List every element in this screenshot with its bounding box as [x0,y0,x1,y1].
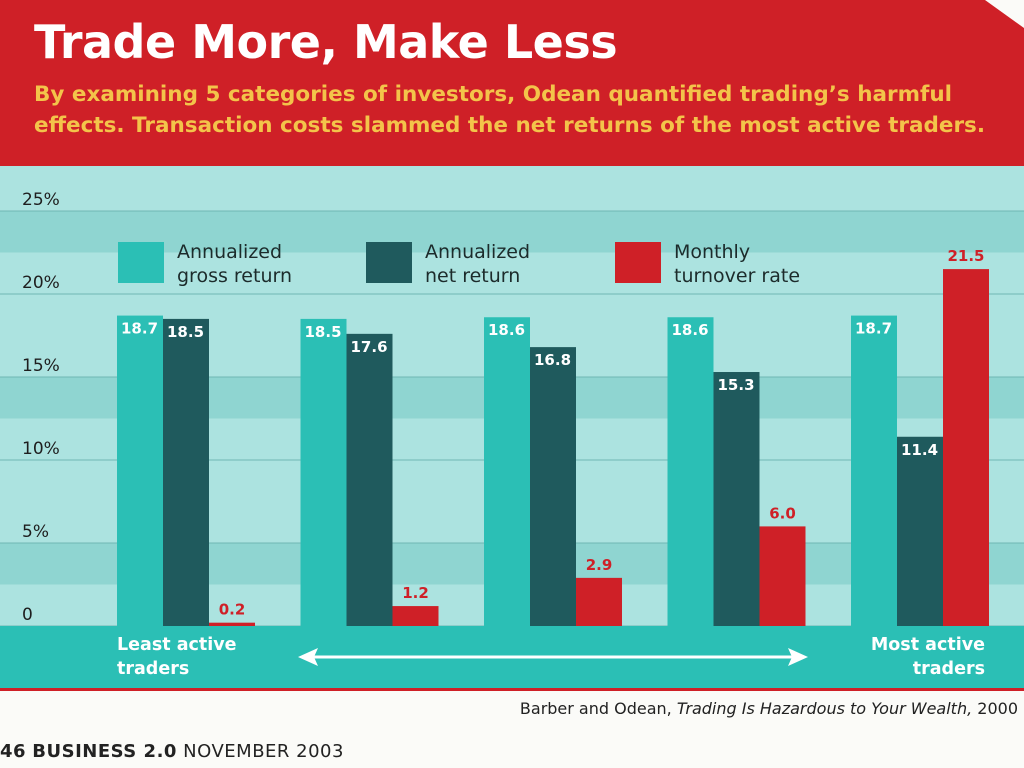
most-active-label: Most active [871,635,985,655]
bar-turnover [209,622,255,626]
baseline-band-rule [0,688,1024,691]
data-label: 21.5 [947,247,984,265]
bar-gross [300,318,347,626]
legend-label: Monthly [674,241,750,263]
publication-name: BUSINESS 2.0 [32,741,177,762]
y-tick-label: 25% [22,190,60,210]
y-tick-label: 15% [22,356,60,376]
data-label: 18.5 [305,323,342,341]
bar-turnover [759,526,806,626]
baseline-band: Least active traders Most active traders [0,626,1024,691]
y-tick-label: 0 [22,605,33,625]
data-label: 0.2 [219,601,246,619]
header-corner-notch [985,0,1024,28]
data-label: 2.9 [586,556,613,574]
data-labels: 18.7 18.5 0.2 18.5 17.6 1.2 18.6 16.8 2.9 18.6 15.… [121,247,985,619]
source-title: Trading Is Hazardous to Your Wealth, [676,699,973,718]
bars [117,269,989,626]
bar-gross [851,315,897,626]
most-active-label: traders [913,659,985,679]
data-label: 18.7 [855,320,892,338]
data-label: 18.5 [167,323,204,341]
data-label: 18.7 [121,320,158,338]
bar-gross [484,317,530,626]
bar-net [713,372,760,626]
source-note: Barber and Odean, Trading Is Hazardous t… [520,699,1018,718]
bar-chart: 05%10%15%20%25% 18.7 18.50.218.517.61.218… [0,166,1024,691]
least-active-label: Least active [117,635,237,655]
source-year: 2000 [977,699,1018,718]
y-axis-ticks: 0 5% 10% 15% 20% 25% [22,190,60,625]
background-stripe [0,211,1024,253]
bar-net [346,333,393,626]
y-tick-label: 5% [22,522,49,542]
chart-title: Trade More, Make Less [34,15,618,69]
bar-gross [117,315,163,626]
legend-label: turnover rate [674,265,800,287]
data-label: 17.6 [351,338,388,356]
header-banner: Trade More, Make Less By examining 5 cat… [0,0,1024,166]
legend-swatch [118,242,164,283]
page-number: 46 [0,741,27,762]
issue-date: NOVEMBER 2003 [183,741,344,762]
source-prefix: Barber and Odean, [519,699,672,718]
least-active-label: traders [117,659,189,679]
bar-turnover [576,577,622,626]
bar-net [163,318,209,626]
data-label: 15.3 [718,376,755,394]
legend-label: gross return [177,265,292,287]
bar-net [897,436,943,626]
chart-subtitle: By examining 5 categories of investors, … [34,82,986,138]
y-tick-label: 20% [22,273,60,293]
data-label: 1.2 [402,584,429,602]
data-label: 6.0 [769,504,796,522]
bar-gross [667,317,714,626]
legend-swatch [615,242,661,283]
legend-swatch [366,242,412,283]
data-label: 11.4 [901,441,938,459]
arrow-head-right [788,648,808,666]
bar-turnover [943,269,989,626]
y-tick-label: 10% [22,439,60,459]
data-label: 16.8 [534,351,571,369]
data-label: 18.6 [488,321,525,339]
legend-label: Annualized [425,241,530,263]
bar-net [530,347,576,626]
bar-turnover [392,606,439,626]
page-footer: 46 BUSINESS 2.0 NOVEMBER 2003 [0,741,344,762]
data-label: 18.6 [672,321,709,339]
arrow-head-left [298,648,318,666]
legend-label: Annualized [177,241,282,263]
legend-label: net return [425,265,520,287]
